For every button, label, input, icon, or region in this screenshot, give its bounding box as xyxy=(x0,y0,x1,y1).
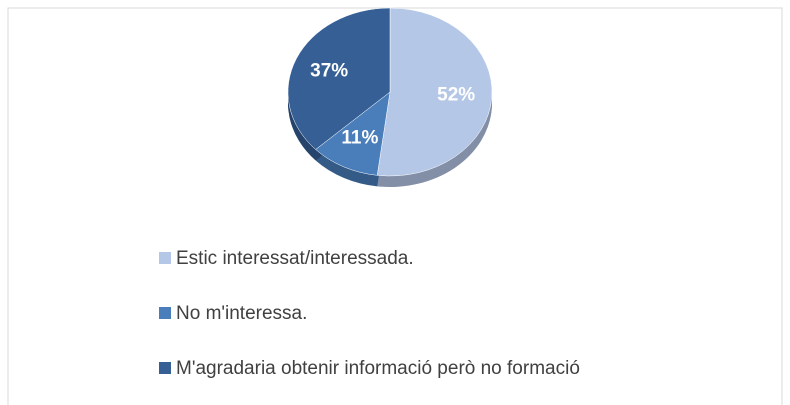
pie-slice xyxy=(315,91,391,176)
legend-swatch xyxy=(159,252,171,264)
legend-swatch xyxy=(159,362,171,374)
legend-label: Estic interessat/interessada. xyxy=(176,248,414,269)
data-label: 52% xyxy=(437,84,475,105)
legend-label: No m'interessa. xyxy=(176,303,307,324)
legend-swatch xyxy=(159,307,171,319)
pie-slice xyxy=(376,7,493,177)
data-label: 37% xyxy=(310,60,348,81)
data-label: 11% xyxy=(341,127,378,148)
legend-label: M'agradaria obtenir informació però no f… xyxy=(176,358,580,379)
pie-slice xyxy=(287,7,391,150)
